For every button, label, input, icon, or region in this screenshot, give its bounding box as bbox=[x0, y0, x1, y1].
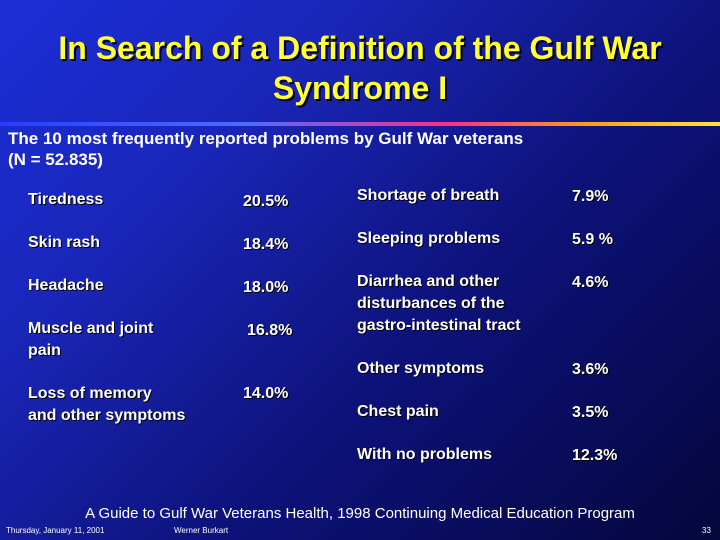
title-line-1: In Search of a Definition of the Gulf Wa… bbox=[58, 30, 662, 66]
title-line-2: Syndrome I bbox=[272, 70, 448, 106]
problem-label-other-symptoms: Other symptoms bbox=[357, 360, 485, 377]
problem-label-tiredness: Tiredness bbox=[28, 191, 104, 208]
problem-value-skin-rash: 18.4% bbox=[243, 236, 289, 253]
problem-label-memory-loss: Loss of memory and other symptoms bbox=[28, 383, 185, 427]
problem-label-muscle-joint-pain-line-1: Muscle and joint bbox=[28, 320, 154, 337]
problem-label-sleeping-problems: Sleeping problems bbox=[357, 230, 501, 247]
problem-value-gastro-intestinal: 4.6% bbox=[572, 274, 609, 291]
problem-value-muscle-joint-pain: 16.8% bbox=[247, 322, 293, 339]
problem-label-gastro-intestinal-line-2: disturbances of the bbox=[357, 295, 505, 312]
problem-value-memory-loss: 14.0% bbox=[243, 385, 289, 402]
slide-subtitle: The 10 most frequently reported problems… bbox=[8, 128, 708, 170]
problem-value-other-symptoms: 3.6% bbox=[572, 361, 609, 378]
source-citation: A Guide to Gulf War Veterans Health, 199… bbox=[85, 505, 635, 522]
problem-value-no-problems: 12.3% bbox=[572, 447, 618, 464]
problem-label-muscle-joint-pain: Muscle and joint pain bbox=[28, 318, 153, 362]
problem-value-headache: 18.0% bbox=[243, 279, 289, 296]
title-rainbow-divider bbox=[0, 122, 720, 126]
problem-label-skin-rash: Skin rash bbox=[28, 234, 101, 251]
problem-label-gastro-intestinal-line-3: gastro-intestinal tract bbox=[357, 317, 521, 334]
problem-label-gastro-intestinal: Diarrhea and other disturbances of the g… bbox=[357, 271, 521, 337]
problem-value-tiredness: 20.5% bbox=[243, 193, 289, 210]
subtitle-line-2: (N = 52.835) bbox=[8, 150, 103, 169]
problem-label-no-problems: With no problems bbox=[357, 446, 492, 463]
problem-label-headache: Headache bbox=[28, 277, 104, 294]
subtitle-line-1: The 10 most frequently reported problems… bbox=[8, 129, 524, 148]
problem-label-chest-pain: Chest pain bbox=[357, 403, 439, 420]
problem-value-chest-pain: 3.5% bbox=[572, 404, 609, 421]
problem-label-muscle-joint-pain-line-2: pain bbox=[28, 342, 61, 359]
problem-label-gastro-intestinal-line-1: Diarrhea and other bbox=[357, 273, 500, 290]
problem-label-memory-loss-line-1: Loss of memory bbox=[28, 385, 152, 402]
footer-page-number: 33 bbox=[702, 526, 711, 535]
problem-label-shortage-of-breath: Shortage of breath bbox=[357, 187, 500, 204]
footer-date: Thursday, January 11, 2001 bbox=[6, 526, 105, 535]
footer-author: Werner Burkart bbox=[174, 526, 229, 535]
problem-label-memory-loss-line-2: and other symptoms bbox=[28, 407, 186, 424]
slide-title: In Search of a Definition of the Gulf Wa… bbox=[0, 28, 720, 108]
problem-value-shortage-of-breath: 7.9% bbox=[572, 188, 609, 205]
problem-value-sleeping-problems: 5.9 % bbox=[572, 231, 613, 248]
